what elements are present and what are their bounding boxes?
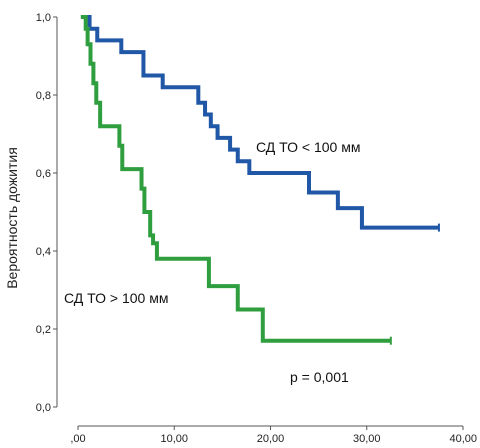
x-tick-label: ,00 [70,433,85,445]
annotation-green-series: СД ТО > 100 мм [64,290,168,306]
y-tick-label: 1,0 [36,12,51,24]
x-tick-label: 30,00 [353,433,381,445]
y-tick-label: 0,4 [36,246,51,258]
series-line-1 [80,15,439,230]
annotation-p-value: p = 0,001 [290,369,349,385]
y-tick-label: 0,8 [36,90,51,102]
x-axis: ,00 10,00 20,00 30,00 40,00 [70,425,477,445]
y-tick-label: 0,2 [36,324,51,336]
series-line-2 [80,15,391,343]
x-tick-label: 10,00 [160,433,188,445]
annotation-blue-series: СД ТО < 100 мм [256,139,360,155]
y-tick-label: 0,0 [36,402,51,414]
y-axis-title: Вероятность дожития [4,147,20,289]
y-axis: 0,0 0,2 0,4 0,6 0,8 1,0 [36,12,58,414]
y-tick-label: 0,6 [36,168,51,180]
series-layer [80,15,440,345]
x-tick-label: 20,00 [257,433,285,445]
x-tick-label: 40,00 [449,433,477,445]
